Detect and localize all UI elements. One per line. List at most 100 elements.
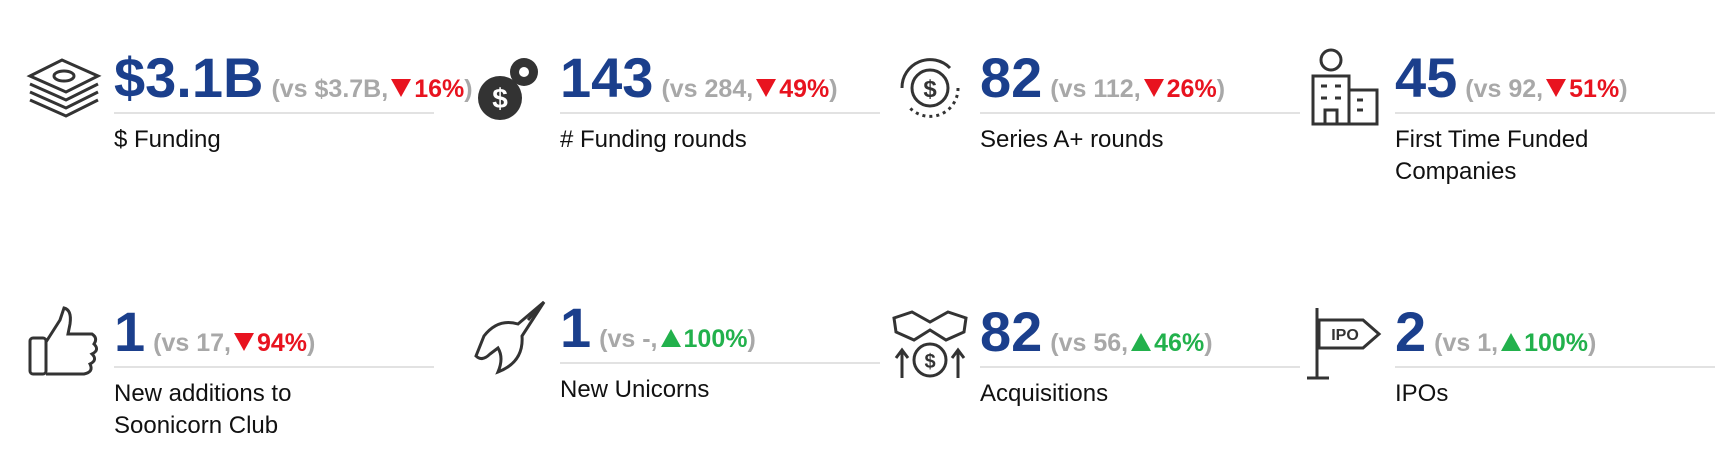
- kpi-card: 1 (vs 17, 94%) New additions to Soonicorn C…: [22, 262, 442, 462]
- compare-text: (vs 284,: [661, 75, 754, 104]
- kpi-card: $82 (vs 56, 46%) Acquisitions: [888, 262, 1308, 462]
- compare-close: ): [747, 325, 756, 354]
- kpi-icon: [474, 300, 546, 375]
- icon-label: IPO: [1331, 327, 1359, 344]
- compare-close: ): [1619, 75, 1628, 104]
- change-value: 16%: [414, 75, 465, 104]
- change-value: 49%: [779, 75, 830, 104]
- kpi-icon: [28, 306, 99, 376]
- kpi-compare: (vs 1, 100%): [1434, 329, 1596, 357]
- kpi-value: 1: [560, 296, 592, 360]
- kpi-body: 1 (vs -, 100%) New Unicorns: [560, 258, 880, 458]
- kpi-value: 1: [114, 300, 146, 364]
- kpi-label: IPOs: [1395, 380, 1449, 407]
- kpi-value: 82: [980, 300, 1043, 364]
- kpi-value: 2: [1395, 300, 1427, 364]
- kpi-label: First Time Funded Companies: [1395, 126, 1589, 186]
- kpi-line: 2 (vs 1, 100%): [1395, 300, 1715, 364]
- svg-text:$: $: [492, 83, 508, 114]
- kpi-head: $3.1B (vs $3.7B, 16%): [114, 8, 473, 114]
- kpi-card: 45 (vs 92, 51%) First Time Funded Companies: [1303, 8, 1717, 208]
- compare-text: (vs 56,: [1050, 329, 1129, 358]
- compare-close: ): [307, 329, 316, 358]
- kpi-compare: (vs 284, 49%): [661, 75, 837, 103]
- kpi-card: $3.1B (vs $3.7B, 16%) $ Funding: [22, 8, 473, 208]
- compare-text: (vs 112,: [1050, 75, 1141, 104]
- kpi-line: 143 (vs 284, 49%): [560, 46, 880, 110]
- change-arrow: [756, 79, 777, 98]
- compare-text: (vs $3.7B,: [271, 75, 389, 104]
- kpi-head: 82 (vs 56, 46%): [980, 262, 1300, 368]
- kpi-icon: [26, 58, 102, 118]
- change-value: 51%: [1569, 75, 1620, 104]
- compare-text: (vs 17,: [153, 329, 231, 358]
- kpi-icon: $: [892, 310, 968, 378]
- kpi-compare: (vs 17, 94%): [153, 329, 315, 357]
- kpi-card: $82 (vs 112, 26%) Series A+ rounds: [888, 8, 1308, 208]
- kpi-icon: $: [478, 58, 538, 120]
- change-arrow: [660, 329, 681, 348]
- kpi-page: {"kpis": [ {"value": "$3.1B", "open": "(…: [22, 8, 1717, 440]
- kpi-label: $ Funding: [114, 126, 221, 153]
- change-arrow: [1131, 333, 1152, 352]
- change-value: 100%: [683, 325, 748, 354]
- kpi-label: Series A+ rounds: [980, 126, 1164, 153]
- kpi-line: 82 (vs 112, 26%): [980, 46, 1300, 110]
- compare-text: (vs 92,: [1465, 75, 1544, 104]
- kpi-body: 82 (vs 56, 46%) Acquisitions: [980, 262, 1300, 462]
- kpi-line: $3.1B (vs $3.7B, 16%): [114, 46, 473, 110]
- kpi-value: $3.1B: [114, 46, 264, 110]
- kpi-compare: (vs -, 100%): [599, 325, 756, 353]
- kpi-icon: $: [900, 58, 960, 118]
- kpi-head: 45 (vs 92, 51%): [1395, 8, 1715, 114]
- kpi-line: 45 (vs 92, 51%): [1395, 46, 1715, 110]
- kpi-body: 2 (vs 1, 100%) IPOs: [1395, 262, 1715, 462]
- kpi-head: 143 (vs 284, 49%): [560, 8, 880, 114]
- kpi-label: Acquisitions: [980, 380, 1109, 407]
- kpi-head: 1 (vs -, 100%): [560, 258, 880, 364]
- compare-close: ): [829, 75, 838, 104]
- kpi-body: 45 (vs 92, 51%) First Time Funded Companies: [1395, 8, 1715, 208]
- change-value: 100%: [1524, 329, 1589, 358]
- kpi-label: New Unicorns: [560, 376, 710, 403]
- change-arrow: [1143, 79, 1164, 98]
- kpi-body: 143 (vs 284, 49%) # Funding rounds: [560, 8, 880, 208]
- change-arrow: [391, 79, 412, 98]
- kpi-compare: (vs 92, 51%): [1465, 75, 1627, 103]
- kpi-card: 1 (vs -, 100%) New Unicorns: [468, 258, 888, 458]
- kpi-body: $3.1B (vs $3.7B, 16%) $ Funding: [114, 8, 473, 208]
- kpi-icon: IPO: [1307, 308, 1382, 380]
- kpi-value: 82: [980, 46, 1043, 110]
- kpi-label: # Funding rounds: [560, 126, 747, 153]
- kpi-head: 82 (vs 112, 26%): [980, 8, 1300, 114]
- svg-text:$: $: [924, 351, 935, 373]
- kpi-label: New additions to Soonicorn Club: [114, 380, 292, 440]
- kpi-value: 45: [1395, 46, 1458, 110]
- svg-text:$: $: [923, 76, 937, 103]
- compare-close: ): [1204, 329, 1213, 358]
- compare-close: ): [1588, 329, 1597, 358]
- kpi-body: 82 (vs 112, 26%) Series A+ rounds: [980, 8, 1300, 208]
- change-value: 26%: [1166, 75, 1217, 104]
- kpi-body: 1 (vs 17, 94%) New additions to Soonicorn C…: [114, 262, 434, 462]
- compare-text: (vs -,: [599, 325, 658, 354]
- kpi-value: 143: [560, 46, 654, 110]
- change-value: 94%: [257, 329, 308, 358]
- change-arrow: [234, 333, 254, 352]
- kpi-compare: (vs 56, 46%): [1050, 329, 1212, 357]
- compare-close: ): [1216, 75, 1226, 104]
- kpi-icon: [1311, 48, 1379, 126]
- change-arrow: [1546, 79, 1567, 98]
- kpi-line: 1 (vs -, 100%): [560, 296, 880, 360]
- kpi-compare: (vs $3.7B, 16%): [271, 75, 472, 103]
- compare-close: ): [464, 75, 473, 104]
- kpi-card: $143 (vs 284, 49%) # Funding rounds: [468, 8, 888, 208]
- kpi-compare: (vs 112, 26%): [1050, 75, 1225, 103]
- kpi-head: 2 (vs 1, 100%): [1395, 262, 1715, 368]
- change-arrow: [1501, 333, 1522, 352]
- kpi-card: IPO 2 (vs 1, 100%) IPOs: [1303, 262, 1717, 462]
- compare-text: (vs 1,: [1434, 329, 1499, 358]
- change-value: 46%: [1154, 329, 1205, 358]
- kpi-line: 82 (vs 56, 46%): [980, 300, 1300, 364]
- kpi-head: 1 (vs 17, 94%): [114, 262, 434, 368]
